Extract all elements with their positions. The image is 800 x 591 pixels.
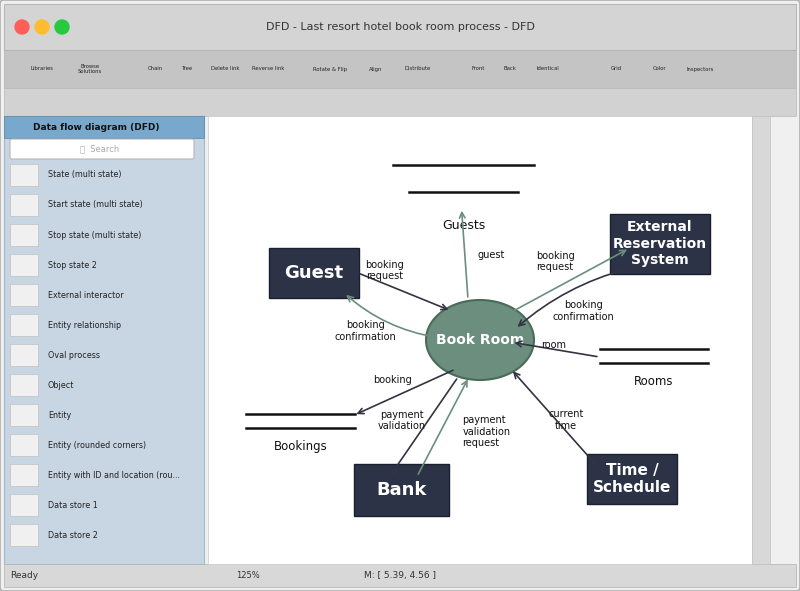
- Text: Inspectors: Inspectors: [686, 67, 714, 72]
- Text: payment
validation: payment validation: [378, 410, 426, 431]
- Text: Guest: Guest: [285, 264, 344, 282]
- Bar: [269, 248, 359, 298]
- Text: Entity relationship: Entity relationship: [48, 320, 121, 330]
- Text: Delete link: Delete link: [210, 67, 239, 72]
- FancyBboxPatch shape: [10, 139, 194, 159]
- Bar: [4, 116, 204, 138]
- Bar: [10, 374, 38, 396]
- Bar: [10, 284, 38, 306]
- Text: Stop state 2: Stop state 2: [48, 261, 97, 269]
- Text: Entity with ID and location (rou...: Entity with ID and location (rou...: [48, 470, 180, 479]
- Text: Front: Front: [471, 67, 485, 72]
- Bar: [10, 164, 38, 186]
- Bar: [4, 50, 796, 88]
- Bar: [4, 116, 204, 564]
- Text: Oval process: Oval process: [48, 350, 100, 359]
- Text: Data store 2: Data store 2: [48, 531, 98, 540]
- Bar: [10, 524, 38, 546]
- Bar: [10, 194, 38, 216]
- Text: Chain: Chain: [147, 67, 162, 72]
- Bar: [10, 404, 38, 426]
- Text: External interactor: External interactor: [48, 291, 124, 300]
- Circle shape: [35, 20, 49, 34]
- Text: DFD - Last resort hotel book room process - DFD: DFD - Last resort hotel book room proces…: [266, 22, 534, 32]
- Text: booking: booking: [374, 375, 412, 385]
- Text: Guests: Guests: [442, 219, 486, 232]
- Text: State (multi state): State (multi state): [48, 170, 122, 180]
- Bar: [10, 344, 38, 366]
- Text: Start state (multi state): Start state (multi state): [48, 200, 142, 209]
- Bar: [4, 88, 796, 116]
- Bar: [4, 564, 796, 587]
- Bar: [208, 116, 752, 564]
- Bar: [4, 4, 796, 50]
- Ellipse shape: [426, 300, 534, 380]
- Bar: [610, 214, 710, 274]
- Text: Ready: Ready: [10, 571, 38, 580]
- Text: booking
request: booking request: [366, 260, 404, 281]
- Text: Book Room: Book Room: [436, 333, 524, 347]
- Text: booking
confirmation: booking confirmation: [553, 300, 614, 322]
- Text: Rooms: Rooms: [634, 375, 674, 388]
- Text: guest: guest: [478, 250, 505, 260]
- Text: Grid: Grid: [610, 67, 622, 72]
- Text: ⌕  Search: ⌕ Search: [80, 145, 120, 154]
- Bar: [10, 314, 38, 336]
- Text: room: room: [542, 340, 566, 350]
- Bar: [10, 434, 38, 456]
- Text: booking
request: booking request: [536, 251, 574, 272]
- Bar: [10, 224, 38, 246]
- Text: Data flow diagram (DFD): Data flow diagram (DFD): [33, 122, 159, 132]
- Bar: [587, 454, 678, 504]
- Text: payment
validation
request: payment validation request: [462, 415, 510, 449]
- Bar: [10, 254, 38, 276]
- Bar: [752, 116, 770, 564]
- Text: Data store 1: Data store 1: [48, 501, 98, 509]
- Circle shape: [15, 20, 29, 34]
- Text: Libraries: Libraries: [30, 67, 54, 72]
- Bar: [10, 464, 38, 486]
- Text: External
Reservation
System: External Reservation System: [613, 220, 706, 267]
- Text: Bank: Bank: [376, 481, 426, 499]
- Text: Reverse link: Reverse link: [252, 67, 284, 72]
- Text: Back: Back: [503, 67, 517, 72]
- Text: Time /
Schedule: Time / Schedule: [593, 463, 671, 495]
- Text: booking
confirmation: booking confirmation: [335, 320, 397, 342]
- Text: Identical: Identical: [537, 67, 559, 72]
- Text: Object: Object: [48, 381, 74, 389]
- Text: Tree: Tree: [182, 67, 194, 72]
- Bar: [10, 494, 38, 516]
- Bar: [354, 464, 449, 516]
- Text: Entity (rounded corners): Entity (rounded corners): [48, 440, 146, 450]
- Text: current
time: current time: [548, 409, 584, 431]
- Text: Stop state (multi state): Stop state (multi state): [48, 230, 142, 239]
- Text: Bookings: Bookings: [274, 440, 327, 453]
- Text: Entity: Entity: [48, 411, 71, 420]
- Text: Align: Align: [370, 67, 382, 72]
- Text: 125%: 125%: [236, 571, 260, 580]
- Text: M: [ 5.39, 4.56 ]: M: [ 5.39, 4.56 ]: [364, 571, 436, 580]
- Circle shape: [55, 20, 69, 34]
- Text: Browse
Solutions: Browse Solutions: [78, 64, 102, 74]
- Text: Color: Color: [653, 67, 667, 72]
- Text: Distribute: Distribute: [405, 67, 431, 72]
- Text: Rotate & Flip: Rotate & Flip: [313, 67, 347, 72]
